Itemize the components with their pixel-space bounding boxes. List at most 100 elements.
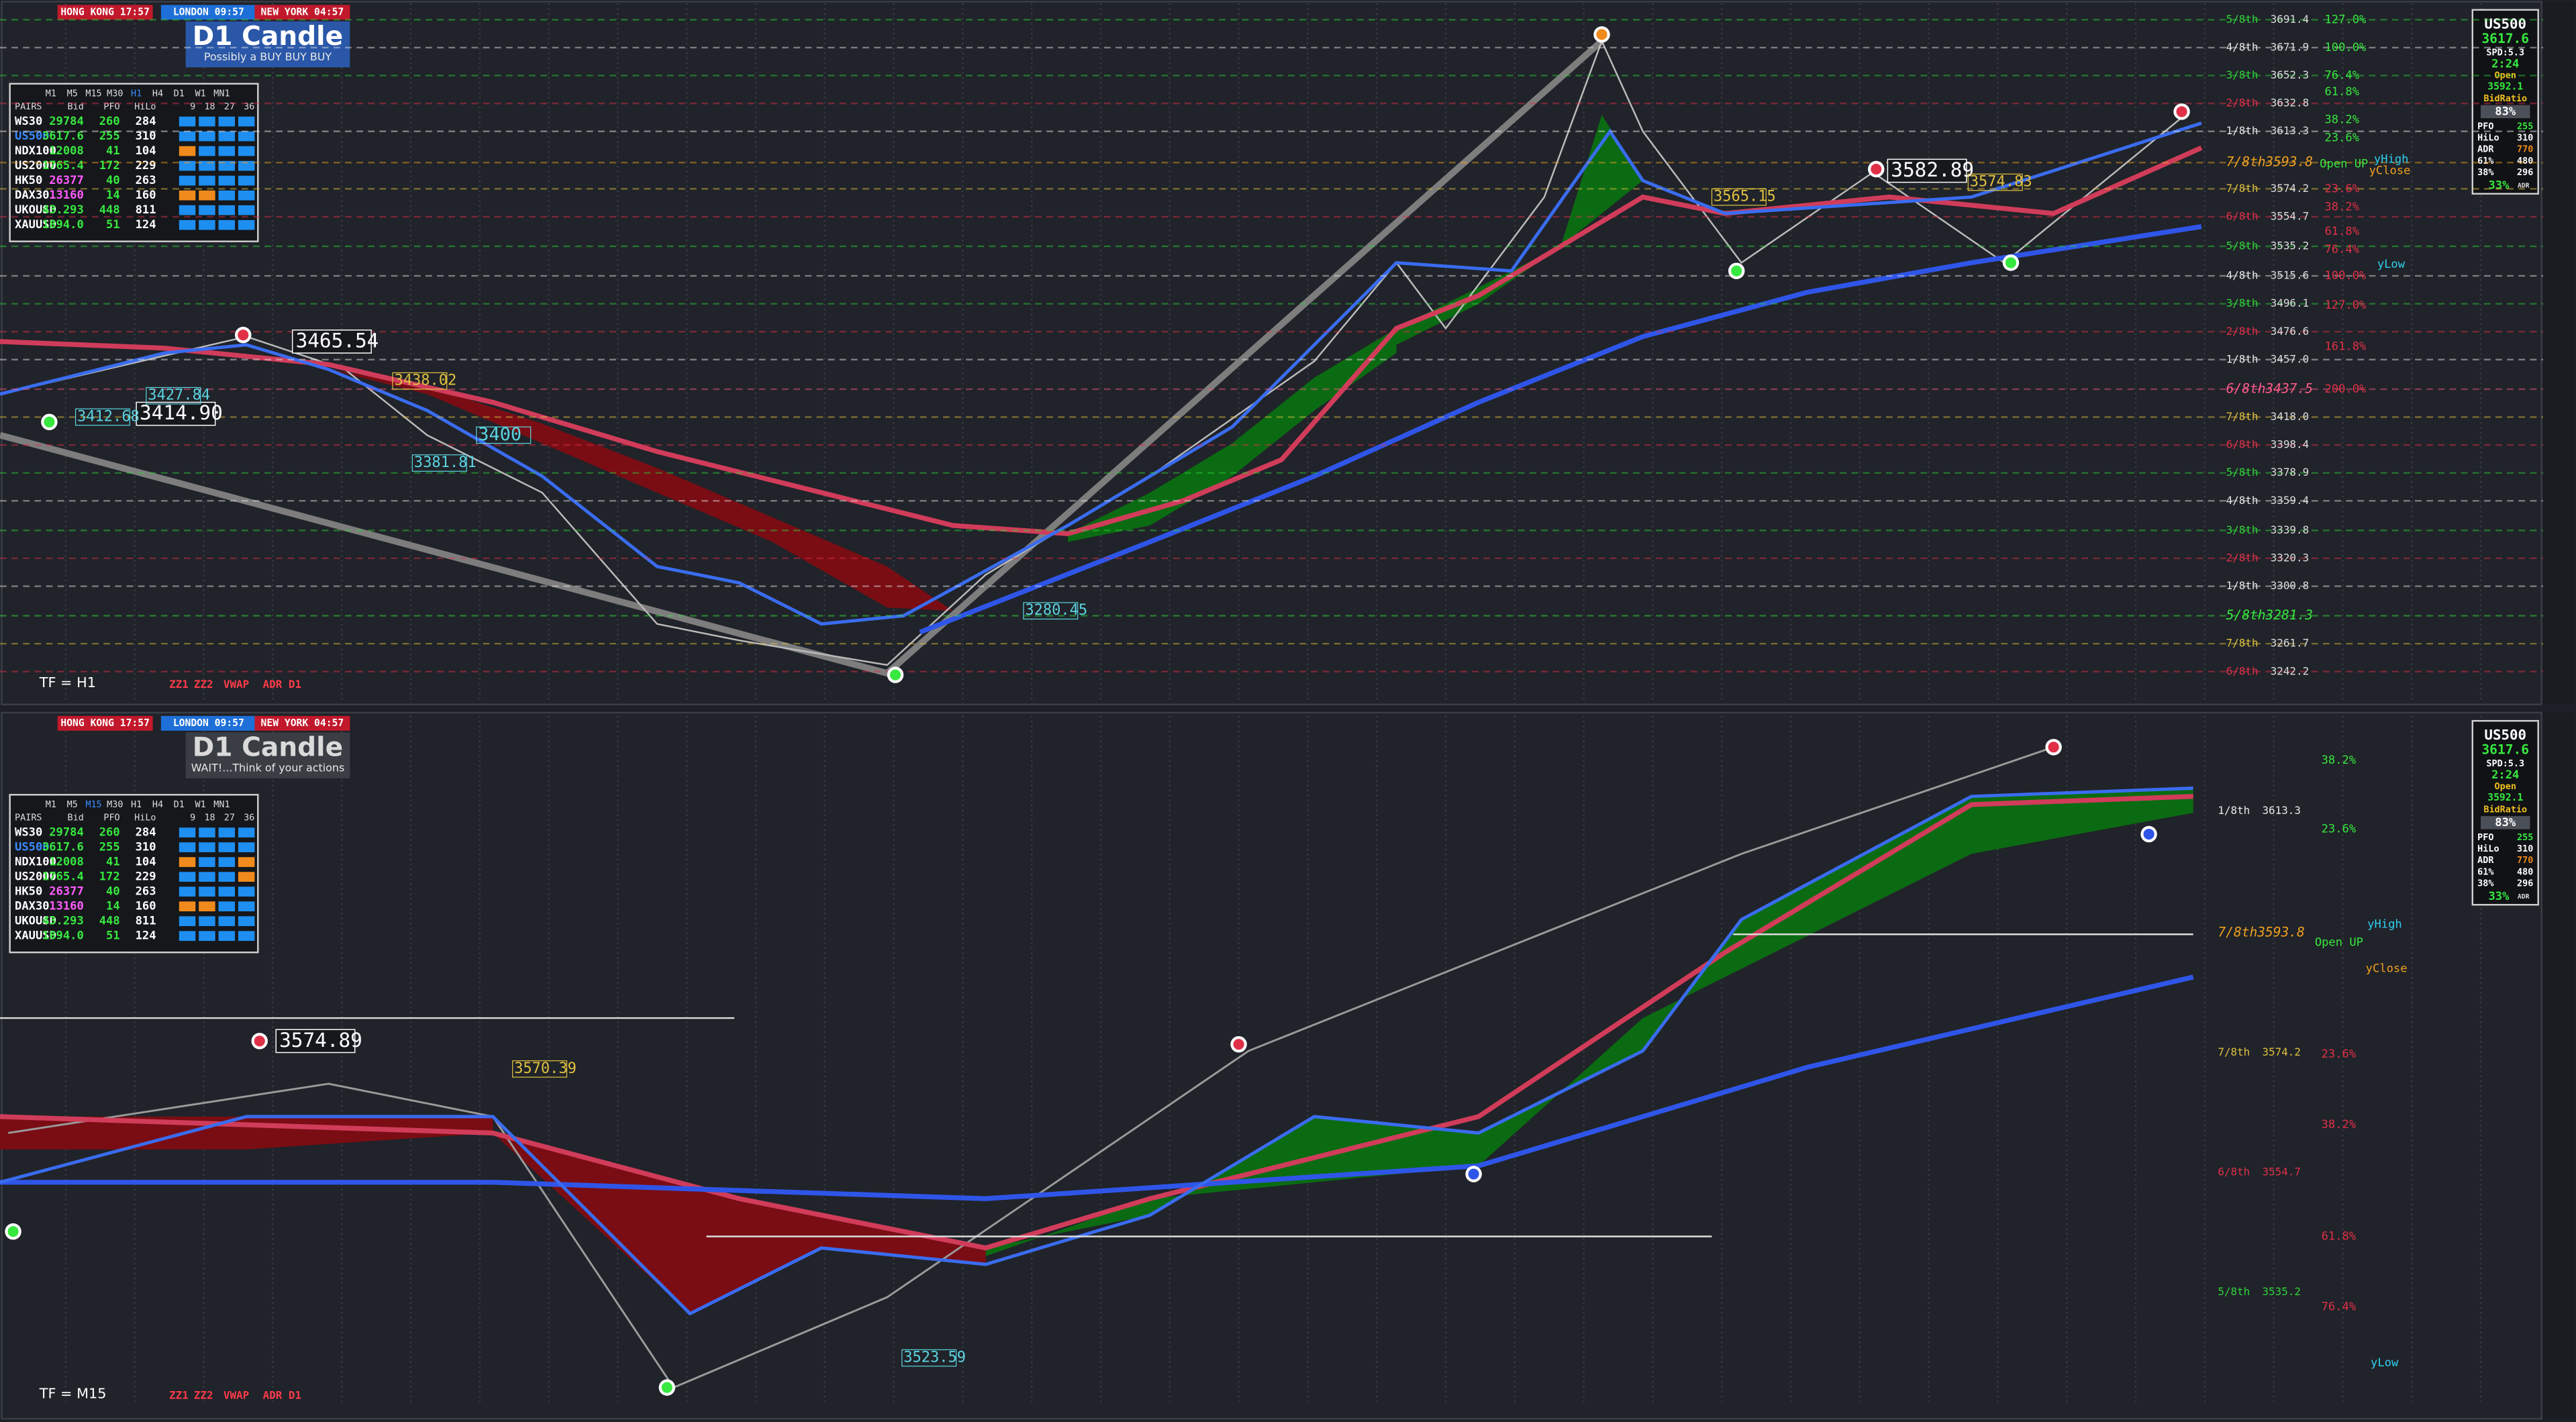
column-header: HiLo <box>134 813 156 823</box>
info-value: 3592.1 <box>2487 792 2523 803</box>
level-name: 6/8th <box>2226 438 2259 451</box>
pfo: 41 <box>106 144 120 158</box>
price-tag: 3574.83 <box>1970 174 2032 191</box>
info-value: 310 <box>2517 134 2533 144</box>
info-value: Open <box>2495 782 2516 792</box>
fib-percent: 23.6% <box>2322 1048 2357 1061</box>
moving-average <box>0 121 2202 626</box>
level-price: 3593.8 <box>2265 154 2313 170</box>
info-value: US500 <box>2484 727 2526 743</box>
brand-tagline: Possibly a BUY BUY BUY <box>204 50 332 63</box>
moving-average <box>0 974 2194 1201</box>
level-name: 5/8th <box>2226 240 2259 252</box>
zigzag-minor <box>0 38 2186 666</box>
column-header: 18 <box>204 813 215 823</box>
pair-name: NDX100 <box>15 144 56 158</box>
column-header: PAIRS <box>15 813 42 823</box>
hilo: 160 <box>136 900 156 913</box>
bidratio-bar <box>2481 816 2530 829</box>
pair-name: US2000 <box>15 159 56 172</box>
swing-point <box>1468 1168 1479 1180</box>
info-value: 3617.6 <box>2481 31 2529 46</box>
price-tag: 3465.54 <box>296 329 379 352</box>
pair-name: XAUUSD <box>15 218 56 232</box>
level-price: 3437.5 <box>2265 380 2313 396</box>
cloud-fill <box>1396 115 1643 345</box>
timeframe: TF = H1 <box>39 674 96 691</box>
info-value: PFO <box>2477 833 2493 843</box>
fib-percent: 38.2% <box>2325 113 2360 127</box>
trend-cell <box>238 219 255 230</box>
info-box <box>2471 9 2539 195</box>
info-box <box>2471 719 2539 906</box>
trend-cell <box>179 931 196 942</box>
fib-percent: 127.0% <box>2325 13 2367 26</box>
price-tag-box <box>476 426 532 444</box>
trend-cell <box>218 857 236 867</box>
trend-cell <box>218 131 236 142</box>
toolbar-button: ZZ1 <box>169 1388 189 1401</box>
info-value: 255 <box>2517 121 2533 132</box>
pfo: 255 <box>99 841 120 854</box>
trend-cell <box>179 219 196 230</box>
trend-cell <box>179 131 196 142</box>
trend-cell <box>199 916 215 927</box>
bid: 29784 <box>49 115 84 128</box>
level-price: 3652.3 <box>2271 68 2309 81</box>
timeframe-label: H1 <box>131 89 142 99</box>
level-name: 7/8th <box>2226 410 2259 423</box>
swing-point <box>1731 265 1742 276</box>
timeframe-label: M30 <box>107 89 123 99</box>
column-header: 27 <box>224 813 235 823</box>
hilo: 811 <box>136 915 156 928</box>
hilo: 160 <box>136 189 156 202</box>
level-name: 6/8th <box>2226 380 2266 396</box>
info-value: 480 <box>2517 156 2533 166</box>
info-value: PFO <box>2477 121 2493 132</box>
fib-percent: 161.8% <box>2325 340 2367 353</box>
hilo: 310 <box>136 841 156 854</box>
swing-point <box>889 669 901 680</box>
trend-cell <box>199 827 215 837</box>
trend-cell <box>179 842 196 852</box>
session-badge <box>57 715 153 731</box>
toolbar-button: VWAP <box>224 1388 249 1401</box>
info-value: SPD:5.3 <box>2486 759 2524 769</box>
level-price: 3242.2 <box>2271 664 2309 677</box>
level-name: 3/8th <box>2226 297 2259 309</box>
chart-panel <box>1 1 2542 705</box>
column-header: Bid <box>68 102 84 112</box>
session-badge <box>57 5 153 20</box>
trend-cell <box>218 901 236 912</box>
trend-cell <box>218 842 236 852</box>
price-tag: 3381.81 <box>414 454 477 471</box>
info-value: HiLo <box>2477 844 2499 854</box>
hilo: 263 <box>136 174 156 187</box>
hilo: 284 <box>136 826 156 840</box>
hilo: 229 <box>136 870 156 884</box>
session-time: LONDON 09:57 <box>173 6 244 17</box>
level-name: 6/8th <box>2226 664 2259 677</box>
trend-cell <box>218 205 236 215</box>
level-price: 3281.3 <box>2265 607 2313 623</box>
fib-percent: 61.8% <box>2325 85 2360 99</box>
price-tag-box <box>901 1349 957 1367</box>
trend-cell <box>238 205 255 215</box>
level-price: 3476.6 <box>2271 325 2309 338</box>
pfo: 172 <box>99 159 120 172</box>
trend-cell <box>238 886 255 897</box>
trend-cell <box>179 116 196 127</box>
session-badge <box>254 715 350 731</box>
hilo: 104 <box>136 144 156 158</box>
fib-percent: 38.2% <box>2325 200 2360 213</box>
info-value: 2:24 <box>2491 768 2519 782</box>
info-value: 38% <box>2477 878 2493 888</box>
zigzag <box>0 38 1604 677</box>
trend-cell <box>218 175 236 186</box>
price-tag-box <box>1023 602 1079 620</box>
fib-percent: 100.0% <box>2325 41 2367 54</box>
pair-name: NDX100 <box>15 856 56 869</box>
trend-cell <box>238 931 255 942</box>
fib-percent: 23.6% <box>2325 182 2360 195</box>
info-value: BidRatio <box>2483 93 2527 104</box>
